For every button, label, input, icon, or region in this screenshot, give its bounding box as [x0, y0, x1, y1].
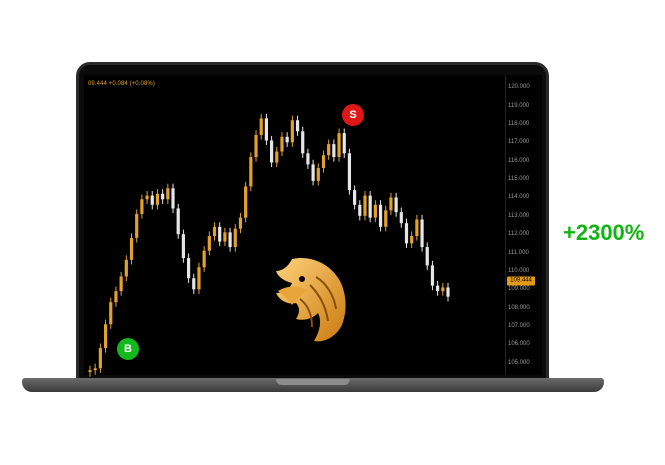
- y-axis-tick: 119.000: [508, 102, 530, 109]
- y-axis-tick: 115.000: [508, 176, 530, 183]
- candle-body: [290, 120, 294, 143]
- candle-body: [129, 237, 134, 260]
- candle-body: [114, 291, 118, 303]
- candle-body: [327, 144, 331, 156]
- y-axis-tick: 106.000: [508, 341, 530, 348]
- candle-body: [171, 188, 175, 209]
- candle-body: [342, 133, 346, 154]
- candle-body: [249, 157, 253, 187]
- y-axis-tick: 116.000: [508, 157, 530, 164]
- candle-body: [358, 204, 362, 216]
- candle-body: [140, 199, 144, 214]
- candle-body: [181, 234, 185, 259]
- candle-body: [378, 204, 383, 227]
- current-price-tag: 109.444: [507, 276, 535, 286]
- candle-body: [425, 247, 429, 266]
- candle-body: [353, 190, 357, 205]
- candle-body: [404, 223, 409, 244]
- candle-body: [124, 259, 128, 277]
- gain-label: +2300%: [563, 220, 645, 245]
- candle-body: [295, 120, 300, 132]
- candle-body: [223, 232, 227, 242]
- candle-body: [368, 195, 372, 218]
- candle-body: [155, 193, 160, 205]
- price-axis: [505, 75, 543, 375]
- y-axis-tick: 118.000: [508, 120, 530, 127]
- candle-body: [316, 168, 320, 181]
- chart-screen[interactable]: [84, 75, 542, 375]
- candle-body: [269, 140, 274, 163]
- y-axis-tick: 117.000: [508, 139, 530, 146]
- candle-body: [347, 153, 352, 191]
- y-axis-tick: 110.000: [508, 267, 530, 274]
- candle-body: [244, 186, 248, 218]
- candle-body: [280, 136, 284, 152]
- y-axis-tick: 109.000: [508, 286, 530, 293]
- candle-body: [264, 118, 269, 141]
- candle-body: [259, 118, 263, 135]
- candle-body: [145, 195, 149, 200]
- candle-body: [228, 232, 232, 248]
- candle-body: [88, 370, 92, 372]
- candle-body: [337, 133, 341, 158]
- candle-body: [109, 302, 113, 325]
- candle-body: [321, 155, 326, 169]
- candle-body: [415, 219, 419, 237]
- y-axis-tick: 114.000: [508, 194, 530, 201]
- candle-body: [238, 217, 243, 229]
- candle-body: [98, 348, 102, 369]
- candle-body: [373, 204, 377, 218]
- y-axis-tick: 107.000: [508, 323, 530, 330]
- candle-body: [218, 226, 222, 242]
- candle-body: [446, 287, 450, 297]
- candle-body: [119, 276, 123, 292]
- candle-body: [176, 208, 180, 235]
- candle-body: [430, 265, 435, 286]
- candle-body: [150, 195, 154, 205]
- candle-body: [410, 236, 414, 244]
- laptop-notch: [276, 379, 350, 385]
- candle-body: [192, 278, 196, 290]
- candle-body: [161, 193, 165, 200]
- price-header: 09.444 +0.084 (+0.08%): [88, 81, 155, 87]
- candle-body: [363, 195, 367, 216]
- buy-signal-badge[interactable]: B: [117, 338, 139, 360]
- candle-body: [285, 136, 289, 143]
- candle-body: [332, 144, 336, 158]
- candle-body: [399, 212, 403, 224]
- candle-body: [394, 197, 398, 213]
- laptop-base: [22, 378, 604, 392]
- y-axis-tick: 111.000: [508, 249, 529, 256]
- y-axis-tick: 113.000: [508, 212, 530, 219]
- candle-body: [207, 236, 211, 251]
- candle-body: [306, 153, 310, 165]
- candle-body: [275, 151, 279, 163]
- candle-body: [103, 324, 108, 349]
- candle-body: [135, 213, 139, 238]
- candle-body: [197, 267, 201, 290]
- y-axis-tick: 112.000: [508, 231, 530, 238]
- eagle-logo-icon: [276, 257, 346, 342]
- candle-body: [212, 226, 217, 237]
- sell-signal-badge[interactable]: S: [342, 104, 364, 126]
- candle-body: [186, 258, 191, 279]
- y-axis-tick: 120.000: [508, 84, 530, 91]
- candle-body: [384, 210, 388, 227]
- candle-body: [301, 131, 305, 154]
- candle-body: [441, 287, 445, 292]
- candle-body: [420, 219, 424, 248]
- candle-body: [254, 134, 258, 158]
- candle-body: [311, 164, 315, 181]
- candle-body: [233, 228, 237, 248]
- candle-body: [93, 368, 97, 371]
- candle-body: [436, 285, 440, 292]
- candle-body: [389, 197, 393, 211]
- y-axis-tick: 108.000: [508, 304, 530, 311]
- candle-body: [166, 188, 170, 200]
- y-axis-tick: 105.000: [508, 359, 530, 366]
- candle-body: [202, 250, 206, 268]
